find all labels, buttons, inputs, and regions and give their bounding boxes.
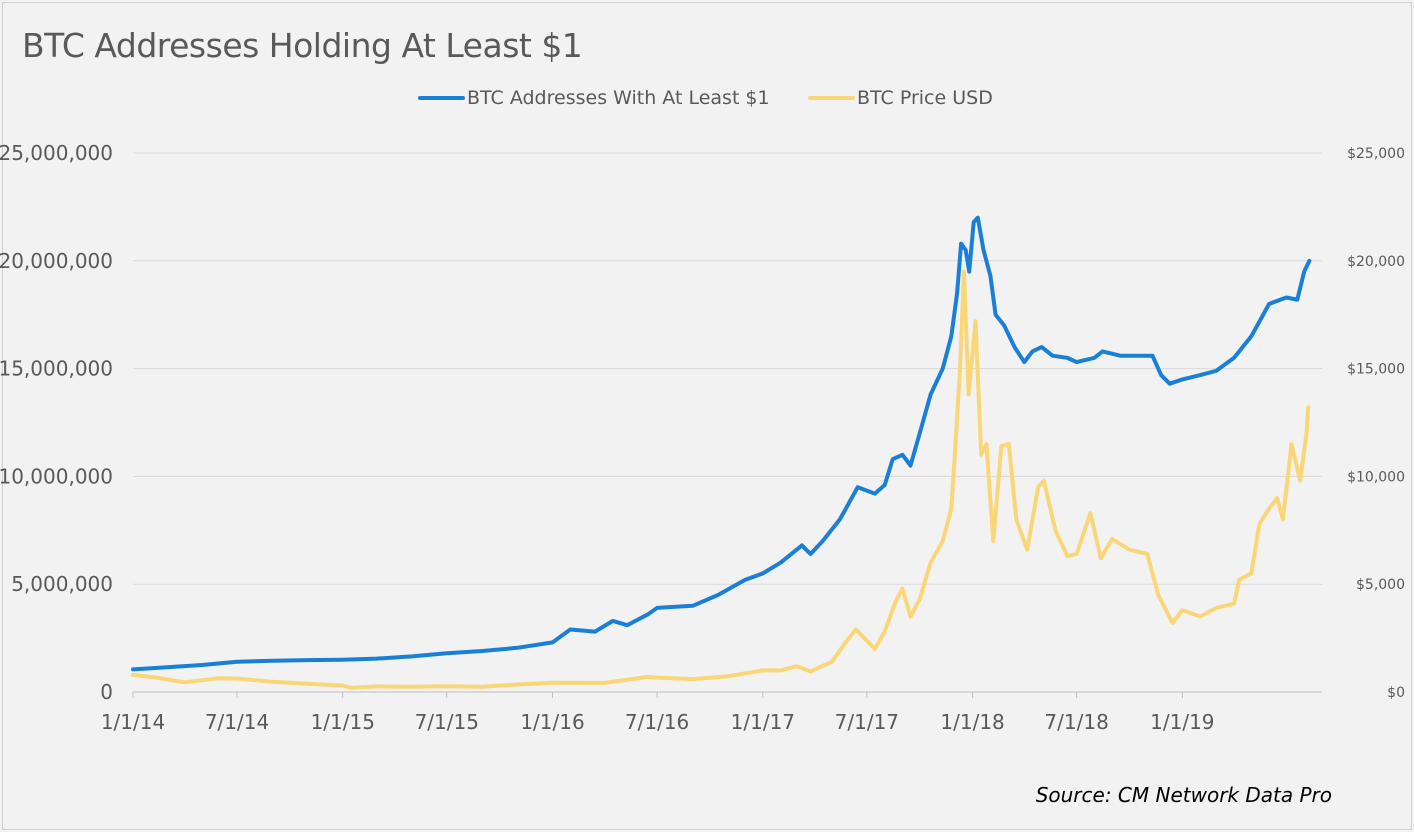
y-left-tick-label: 10,000,000 [0,464,113,488]
series-layer [131,215,1312,690]
x-axis: 1/1/14 7/1/14 1/1/15 7/1/15 1/1/16 7/1/16 1/1/… [101,692,1215,734]
x-tick-label: 1/1/15 [311,710,375,734]
y-right-tick-label: $15,000 [1347,362,1405,378]
legend: BTC Addresses With At Least $1 BTC Price… [418,87,993,109]
y-axis-right: $0 $5,000 $10,000 $15,000 $20,000 $25,000 [1347,146,1405,701]
x-tick-label: 7/1/15 [415,710,479,734]
y-right-tick-label: $5,000 [1356,577,1405,593]
source-note: Source: CM Network Data Pro [1035,783,1332,807]
y-left-tick-label: 20,000,000 [0,249,113,273]
x-tick-label: 1/1/14 [101,710,165,734]
y-right-tick-label: $20,000 [1347,254,1405,270]
y-left-tick-label: 0 [100,680,113,704]
y-right-tick-label: $10,000 [1347,469,1405,485]
y-right-tick-label: $0 [1387,685,1405,701]
x-tick-label: 7/1/18 [1044,710,1108,734]
chart-title: BTC Addresses Holding At Least $1 [22,26,583,65]
series-line-addresses [131,215,1312,672]
y-axis-left: 0 5,000,000 10,000,000 15,000,000 20,000,000… [0,141,113,704]
legend-label-addresses: BTC Addresses With At Least $1 [467,87,770,109]
x-tick-label: 1/1/18 [940,710,1004,734]
x-tick-label: 7/1/17 [835,710,899,734]
x-tick-label: 7/1/16 [625,710,689,734]
series-line-price [131,269,1311,690]
x-tick-label: 1/1/17 [731,710,795,734]
y-left-tick-label: 15,000,000 [0,357,113,381]
y-left-tick-label: 25,000,000 [0,141,113,165]
x-tick-label: 1/1/16 [520,710,584,734]
x-tick-label: 7/1/14 [205,710,269,734]
gridlines [133,152,1322,693]
y-left-tick-label: 5,000,000 [11,572,113,596]
legend-label-price: BTC Price USD [857,87,993,109]
y-right-tick-label: $25,000 [1347,146,1405,162]
x-tick-label: 1/1/19 [1150,710,1214,734]
